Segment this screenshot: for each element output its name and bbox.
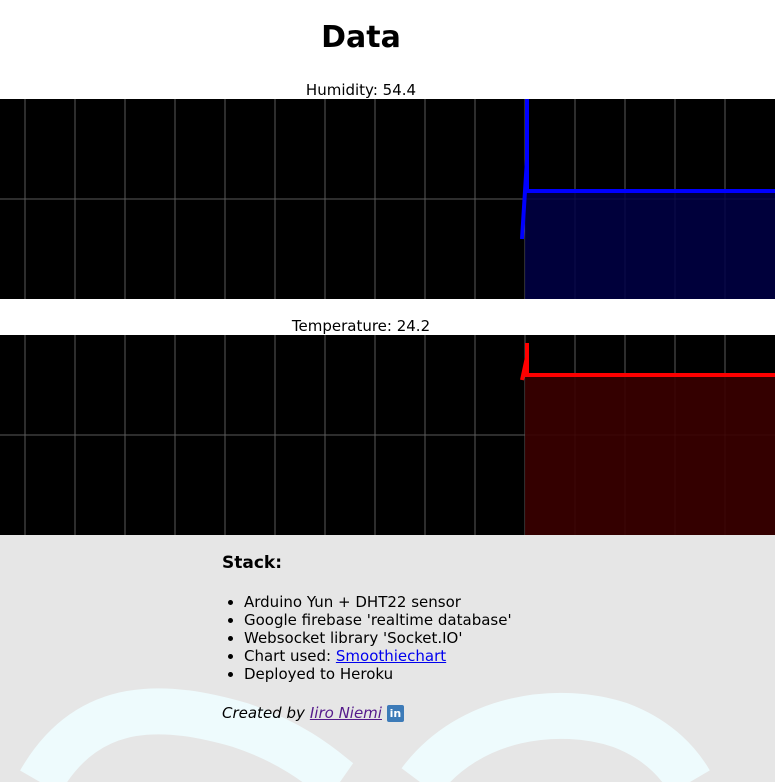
stack-heading: Stack: — [222, 553, 283, 573]
temperature-line — [520, 343, 775, 381]
humidity-area — [525, 191, 775, 299]
stack-item: Deployed to Heroku — [244, 665, 512, 683]
author-link[interactable]: Iiro Niemi — [309, 704, 382, 722]
linkedin-icon[interactable]: in — [386, 704, 404, 722]
stack-item-chart: Chart used: Smoothiechart — [244, 647, 512, 665]
temperature-chart — [0, 335, 775, 535]
temperature-area — [525, 375, 775, 535]
humidity-chart — [0, 99, 775, 299]
footer: Stack: Arduino Yun + DHT22 sensor Google… — [0, 535, 775, 782]
background-decoration — [20, 688, 710, 782]
credit-line: Created by Iiro Niemi in — [222, 704, 512, 722]
stack-list: Arduino Yun + DHT22 sensor Google fireba… — [222, 593, 512, 683]
stack-item: Arduino Yun + DHT22 sensor — [244, 593, 512, 611]
credit-prefix: Created by — [222, 704, 305, 722]
temperature-label: Temperature: 24.2 — [291, 317, 431, 335]
stack-section: Stack: Arduino Yun + DHT22 sensor Google… — [222, 553, 512, 722]
stack-item: Google firebase 'realtime database' — [244, 611, 512, 629]
chart-used-label: Chart used: — [244, 647, 336, 665]
stack-item: Websocket library 'Socket.IO' — [244, 629, 512, 647]
humidity-label: Humidity: 54.4 — [305, 81, 417, 99]
smoothiechart-link[interactable]: Smoothiechart — [335, 647, 447, 665]
humidity-line — [520, 99, 775, 240]
page-title: Data — [321, 20, 401, 55]
